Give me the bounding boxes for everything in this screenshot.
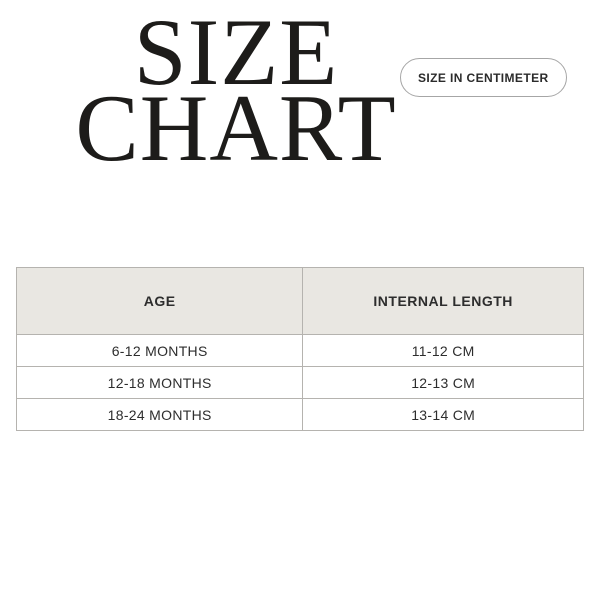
age-cell: 18-24 MONTHS	[15, 398, 304, 431]
length-cell: 13-14 CM	[302, 398, 584, 431]
length-cell: 12-13 CM	[302, 366, 584, 399]
internal-length-column-header: INTERNAL LENGTH	[302, 267, 584, 335]
unit-badge[interactable]: SIZE IN CENTIMETER	[400, 58, 567, 97]
age-cell: 6-12 MONTHS	[15, 334, 304, 367]
page-title: SIZE CHART	[0, 0, 472, 181]
title-line-1: SIZE	[133, 0, 339, 105]
age-column-header: AGE	[15, 267, 304, 335]
size-table: AGE INTERNAL LENGTH 6-12 MONTHS 11-12 CM…	[15, 267, 584, 431]
length-cell: 11-12 CM	[302, 334, 584, 367]
title-line-2: CHART	[75, 75, 397, 181]
table-header-row: AGE INTERNAL LENGTH	[15, 267, 584, 335]
table-row: 6-12 MONTHS 11-12 CM	[15, 334, 584, 367]
table-row: 18-24 MONTHS 13-14 CM	[15, 398, 584, 431]
age-cell: 12-18 MONTHS	[15, 366, 304, 399]
table-row: 12-18 MONTHS 12-13 CM	[15, 366, 584, 399]
